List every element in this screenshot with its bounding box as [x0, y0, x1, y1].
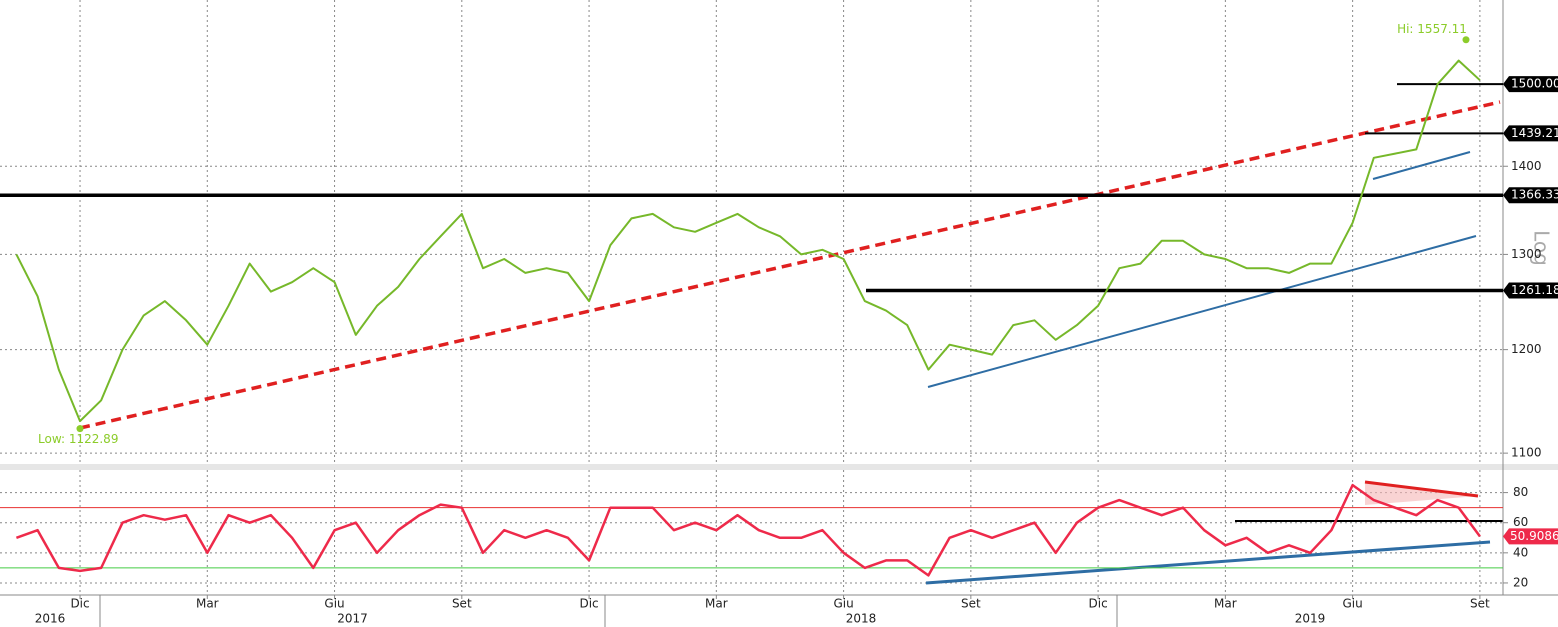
panel-separator — [0, 464, 1558, 470]
high-label: Hi: 1557.11 — [1397, 22, 1467, 36]
level-label: 1366.33 — [1511, 188, 1558, 202]
x-tick-label: Dic — [1089, 597, 1108, 611]
y2-tick-label: 80 — [1513, 485, 1528, 499]
level-label-box — [1503, 282, 1558, 299]
x-tick-label: Giu — [324, 597, 344, 611]
high-marker — [1462, 36, 1470, 44]
year-label: 2018 — [846, 612, 877, 626]
y-tick-label: 1200 — [1511, 342, 1542, 356]
x-tick-label: Set — [1470, 597, 1490, 611]
grid — [0, 0, 1503, 595]
y-tick-label: 1100 — [1511, 446, 1542, 460]
y-tick-label: 1300 — [1511, 247, 1542, 261]
level-label: 1500.00 — [1511, 77, 1558, 91]
y2-tick-label: 40 — [1513, 545, 1528, 559]
level-label: 1261.18 — [1511, 283, 1558, 297]
trend-line — [1364, 480, 1479, 498]
trend-line — [925, 540, 1491, 585]
x-tick-label: Mar — [1214, 597, 1237, 611]
divergence-area — [1365, 482, 1478, 505]
x-tick-label: Giu — [833, 597, 853, 611]
year-label: 2019 — [1295, 612, 1326, 626]
x-tick-label: Giu — [1343, 597, 1363, 611]
year-label: 2017 — [337, 612, 368, 626]
y2-tick-label: 20 — [1513, 575, 1528, 589]
x-tick-label: Set — [961, 597, 981, 611]
x-tick-label: Dic — [579, 597, 598, 611]
price-line — [15, 59, 1481, 423]
x-tick-label: Set — [452, 597, 472, 611]
x-tick-label: Mar — [196, 597, 219, 611]
level-label-box — [1503, 187, 1558, 204]
y-tick-label: 1400 — [1511, 159, 1542, 173]
level-label-box — [1503, 125, 1558, 142]
trend-line — [927, 235, 1477, 388]
x-tick-label: Dic — [70, 597, 89, 611]
level-label: 1439.21 — [1511, 126, 1558, 140]
rsi-line — [15, 483, 1481, 577]
scale-label: Log — [1530, 230, 1554, 266]
trend-line — [79, 100, 1501, 430]
x-tick-label: Mar — [705, 597, 728, 611]
last-value-box — [1503, 528, 1558, 545]
year-label: 2016 — [35, 612, 66, 626]
low-label: Low: 1122.89 — [38, 432, 118, 446]
last-value-label: 50.9086 — [1510, 529, 1558, 543]
low-marker — [76, 425, 84, 433]
trend-line — [1372, 151, 1471, 180]
y2-tick-label: 60 — [1513, 515, 1528, 529]
level-label-box — [1503, 76, 1558, 93]
